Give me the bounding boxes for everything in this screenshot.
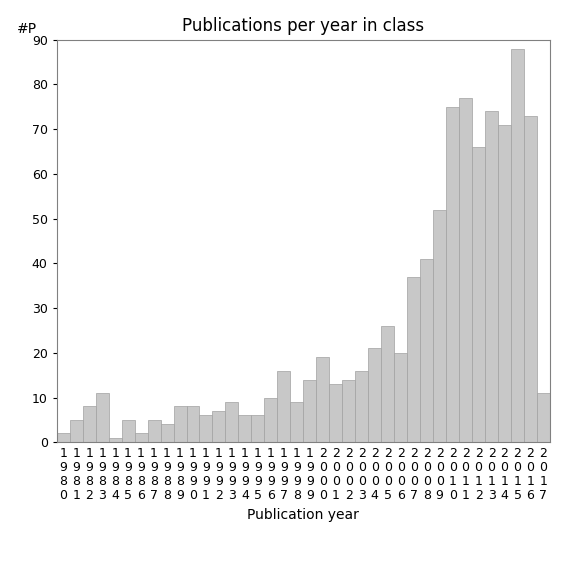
Bar	[459, 98, 472, 442]
Bar	[96, 393, 109, 442]
Bar	[174, 407, 187, 442]
Bar	[70, 420, 83, 442]
Bar	[121, 420, 134, 442]
Bar	[160, 424, 174, 442]
Bar	[134, 433, 147, 442]
Bar	[381, 326, 394, 442]
Bar	[511, 49, 524, 442]
Bar	[420, 259, 433, 442]
Bar	[303, 380, 316, 442]
Bar	[57, 433, 70, 442]
Bar	[251, 416, 264, 442]
Bar	[187, 407, 200, 442]
Bar	[433, 210, 446, 442]
Bar	[239, 416, 251, 442]
Bar	[368, 348, 381, 442]
Bar	[213, 411, 226, 442]
Bar	[394, 353, 407, 442]
Bar	[264, 397, 277, 442]
X-axis label: Publication year: Publication year	[247, 507, 359, 522]
Bar	[316, 357, 329, 442]
Title: Publications per year in class: Publications per year in class	[182, 18, 425, 35]
Bar	[109, 438, 121, 442]
Bar	[147, 420, 160, 442]
Bar	[83, 407, 96, 442]
Bar	[277, 371, 290, 442]
Bar	[498, 125, 511, 442]
Bar	[200, 416, 213, 442]
Bar	[356, 371, 368, 442]
Bar	[446, 107, 459, 442]
Bar	[524, 116, 537, 442]
Bar	[472, 147, 485, 442]
Bar	[226, 402, 239, 442]
Bar	[329, 384, 342, 442]
Bar	[342, 380, 356, 442]
Y-axis label: #P: #P	[17, 22, 37, 36]
Bar	[537, 393, 550, 442]
Bar	[485, 111, 498, 442]
Bar	[290, 402, 303, 442]
Bar	[407, 277, 420, 442]
